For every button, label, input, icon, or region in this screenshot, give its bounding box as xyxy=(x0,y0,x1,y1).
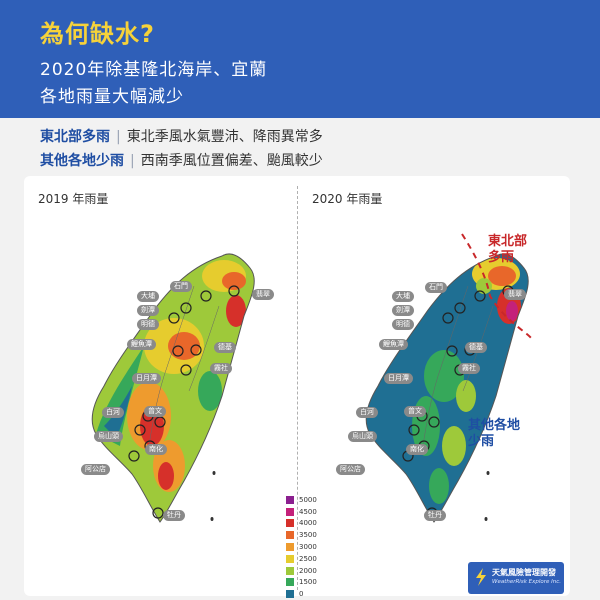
scale-label: 0 xyxy=(299,590,304,599)
summary-row-others: 其他各地少雨 | 西南季風位置偏差、颱風較少 xyxy=(40,150,323,170)
place-label-agongdian: 阿公店 xyxy=(336,464,365,475)
place-label-wushe: 霧社 xyxy=(458,363,480,374)
place-label-shimen: 石門 xyxy=(170,281,192,292)
map-title-2020: 2020 年雨量 xyxy=(312,192,383,206)
scale-label: 5000 xyxy=(299,495,317,504)
place-label-shimen: 石門 xyxy=(425,282,447,293)
scale-swatch xyxy=(286,566,294,575)
rainfall-maps xyxy=(91,233,534,523)
logo-name: 天氣風險管理開發 xyxy=(492,568,556,577)
logo-english: WeatherRisk Explore Inc. xyxy=(492,579,562,585)
place-label-feicui: 翡翠 xyxy=(252,289,274,300)
scale-label: 2500 xyxy=(299,554,317,563)
scale-swatch xyxy=(286,507,294,516)
header-banner: 為何缺水? 2020年除基隆北海岸、宜蘭 各地雨量大幅減少 xyxy=(0,0,600,118)
annotation-line: 多雨 xyxy=(488,250,515,265)
summary-desc: 西南季風位置偏差、颱風較少 xyxy=(140,153,323,169)
place-label-qiaotan: 劍潭 xyxy=(137,305,159,316)
place-label-wushantou: 烏山頭 xyxy=(348,431,377,442)
scale-swatch xyxy=(286,590,294,599)
scale-item: 2000 xyxy=(286,565,317,577)
summary-separator: | xyxy=(130,153,135,169)
place-label-mudan: 牡丹 xyxy=(424,510,446,521)
scale-item: 4000 xyxy=(286,518,317,530)
summary-separator: | xyxy=(116,129,121,145)
scale-item: 3500 xyxy=(286,529,317,541)
place-label-nanhua: 南化 xyxy=(406,444,428,455)
scale-swatch xyxy=(286,531,294,540)
summary-desc: 東北季風水氣豐沛、降雨異常多 xyxy=(126,129,323,145)
place-label-wushe: 霧社 xyxy=(210,363,232,374)
place-label-wushantou: 烏山頭 xyxy=(94,431,123,442)
annotation-line: 其他各地 xyxy=(468,418,521,433)
scale-item: 4500 xyxy=(286,506,317,518)
place-label-baihe: 白河 xyxy=(356,407,378,418)
scale-label: 4500 xyxy=(299,507,317,516)
rainfall-scale: 5000 4500 4000 3500 3000 2500 2000 1500 … xyxy=(286,494,317,600)
scale-item: 5000 xyxy=(286,494,317,506)
place-label-mingde: 明德 xyxy=(392,319,414,330)
annotation-line: 少雨 xyxy=(468,434,495,449)
place-label-sunmoon: 日月潭 xyxy=(384,373,413,384)
summary-key: 其他各地少雨 xyxy=(40,153,124,169)
scale-item: 2500 xyxy=(286,553,317,565)
place-label-zengwen: 曾文 xyxy=(404,406,426,417)
place-label-deji: 德基 xyxy=(465,342,487,353)
place-label-feicui: 翡翠 xyxy=(504,289,526,300)
place-label-liyutan: 鯉魚潭 xyxy=(379,339,408,350)
place-label-baihe: 白河 xyxy=(102,407,124,418)
scale-swatch xyxy=(286,519,294,528)
subtitle-line-1: 2020年除基隆北海岸、宜蘭 xyxy=(40,60,268,80)
scale-item: 0 xyxy=(286,588,317,600)
place-label-mingde: 明德 xyxy=(137,319,159,330)
place-label-qiaotan: 劍潭 xyxy=(392,305,414,316)
scale-label: 2000 xyxy=(299,566,317,575)
scale-label: 3500 xyxy=(299,531,317,540)
scale-label: 4000 xyxy=(299,519,317,528)
scale-label: 3000 xyxy=(299,543,317,552)
scale-item: 3000 xyxy=(286,541,317,553)
panel-divider xyxy=(297,186,298,590)
scale-label: 1500 xyxy=(299,578,317,587)
place-label-nanhua: 南化 xyxy=(145,444,167,455)
brand-logo: 天氣風險管理開發 WeatherRisk Explore Inc. xyxy=(468,562,564,594)
scale-swatch xyxy=(286,554,294,563)
scale-item: 1500 xyxy=(286,577,317,589)
place-label-zengwen: 曾文 xyxy=(144,406,166,417)
place-label-dapu: 大埔 xyxy=(392,291,414,302)
summary-key: 東北部多雨 xyxy=(40,129,110,145)
place-label-liyutan: 鯉魚潭 xyxy=(127,339,156,350)
map-title-2019: 2019 年雨量 xyxy=(38,192,109,206)
annotation-line: 東北部 xyxy=(488,234,528,249)
annotation-northeast-more-rain: 東北部 多雨 xyxy=(488,234,527,266)
place-label-mudan: 牡丹 xyxy=(163,510,185,521)
reservoir-markers-2019 xyxy=(128,285,240,519)
northeast-boundary xyxy=(461,233,534,343)
place-label-deji: 德基 xyxy=(214,342,236,353)
place-label-dapu: 大埔 xyxy=(137,291,159,302)
page-title: 為何缺水? xyxy=(40,20,155,48)
coastline-2019 xyxy=(91,253,255,523)
annotation-others-less-rain: 其他各地 少雨 xyxy=(468,418,520,450)
summary-row-northeast: 東北部多雨 | 東北季風水氣豐沛、降雨異常多 xyxy=(40,126,323,146)
scale-swatch xyxy=(286,543,294,552)
place-label-agongdian: 阿公店 xyxy=(81,464,110,475)
scale-swatch xyxy=(286,495,294,504)
subtitle-line-2: 各地雨量大幅減少 xyxy=(40,87,184,107)
lightning-icon xyxy=(476,568,486,586)
place-label-sunmoon: 日月潭 xyxy=(132,373,161,384)
scale-swatch xyxy=(286,578,294,587)
